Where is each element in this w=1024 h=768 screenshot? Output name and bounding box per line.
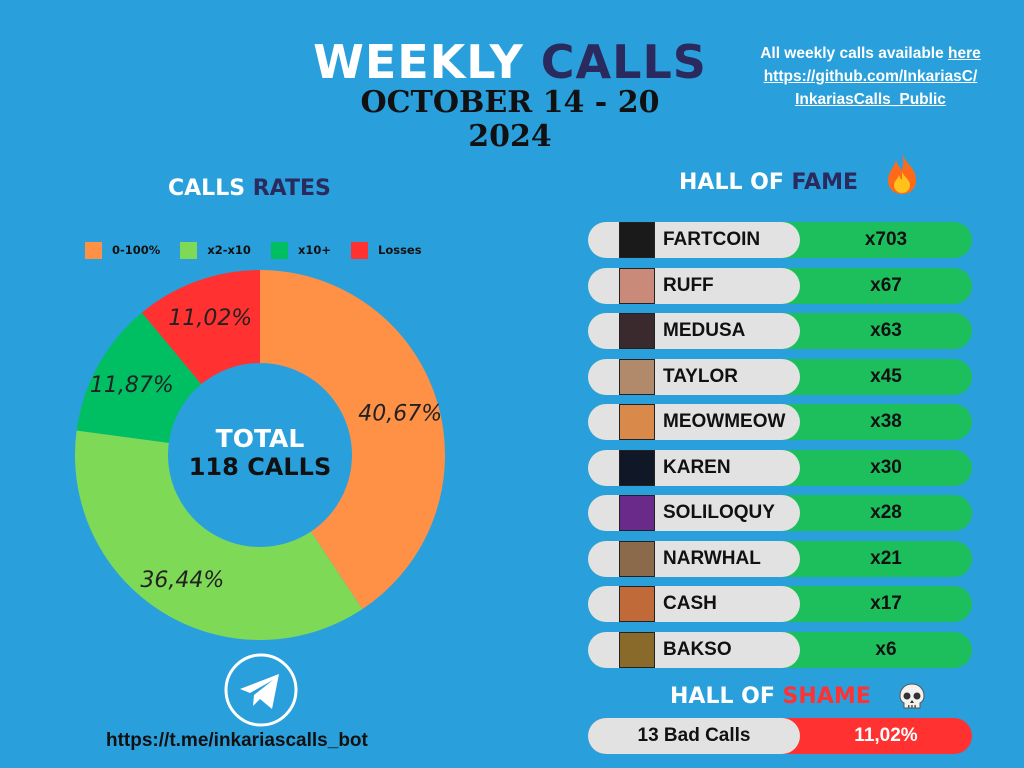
legend-item: x10+	[270, 241, 331, 259]
token-multiplier: x21	[870, 547, 902, 569]
token-avatar	[619, 222, 655, 258]
token-avatar	[619, 404, 655, 440]
token-name: NARWHAL	[663, 547, 761, 569]
legend-swatch	[85, 241, 102, 259]
fame-row: MEOWMEOW x38	[588, 404, 972, 440]
token-avatar	[619, 495, 655, 531]
legend-item: x2-x10	[180, 241, 251, 259]
token-avatar	[619, 358, 655, 395]
fire-icon	[888, 154, 916, 194]
token-multiplier: x67	[870, 274, 902, 296]
date-range: OCTOBER 14 - 20	[360, 85, 660, 120]
legend-label: x10+	[297, 243, 331, 257]
legend-item: 0-100%	[85, 241, 161, 259]
hall-of-shame-title-part2: SHAME	[782, 684, 871, 709]
slice-label: 11,02%	[168, 306, 252, 331]
token-multiplier: x30	[870, 456, 902, 478]
github-note: All weekly calls available here https://…	[728, 42, 1013, 111]
token-name: MEDUSA	[663, 320, 746, 341]
fame-row: KAREN x30	[588, 449, 972, 486]
token-avatar	[619, 449, 655, 486]
slice-label: 36,44%	[140, 568, 224, 593]
token-multiplier: x45	[870, 365, 902, 387]
token-name: FARTCOIN	[663, 229, 761, 250]
slice-label: 40,67%	[358, 402, 442, 427]
legend-label: Losses	[378, 243, 422, 257]
date-year: 2024	[468, 119, 552, 154]
fame-row: TAYLOR x45	[588, 358, 972, 395]
token-name: TAYLOR	[663, 365, 738, 387]
fame-row: FARTCOIN x703	[588, 222, 972, 258]
github-url-line2[interactable]: InkariasCalls_Public	[795, 91, 946, 108]
token-avatar	[619, 586, 655, 622]
token-name: MEOWMEOW	[663, 411, 786, 432]
donut-center-label-bottom: 118 CALLS	[189, 453, 332, 481]
donut-slice	[141, 270, 260, 385]
hall-of-shame-title: HALL OF SHAME	[670, 684, 871, 709]
token-avatar	[619, 313, 655, 349]
token-name: CASH	[663, 593, 717, 614]
github-url-line1[interactable]: https://github.com/InkariasC/	[763, 68, 978, 85]
calls-rates-title-part2: RATES	[252, 176, 331, 201]
token-multiplier: x28	[870, 502, 902, 523]
token-name: RUFF	[663, 274, 714, 296]
donut-slice	[260, 270, 446, 610]
donut-slice	[76, 312, 202, 443]
slice-label: 11,87%	[90, 373, 174, 398]
calls-rates-title-part1: CALLS	[168, 176, 246, 201]
legend-item: Losses	[351, 241, 422, 259]
chart-legend: 0-100% x2-x10 x10+ Losses	[85, 240, 442, 260]
token-multiplier: x38	[870, 411, 902, 432]
token-name: KAREN	[663, 456, 731, 478]
bad-calls-value: 11,02%	[854, 725, 918, 746]
main-title: WEEKLY CALLS	[250, 36, 770, 88]
legend-swatch	[351, 241, 368, 259]
skull-icon	[899, 683, 925, 709]
github-note-text: All weekly calls available	[760, 45, 944, 62]
legend-swatch	[180, 241, 198, 259]
donut-center-label-top: TOTAL	[216, 424, 305, 453]
fame-row: BAKSO x6	[588, 631, 972, 668]
title-calls: CALLS	[540, 35, 707, 89]
fame-row: CASH x17	[588, 586, 972, 622]
legend-label: 0-100%	[112, 243, 161, 257]
fame-row: NARWHAL x21	[588, 540, 972, 577]
github-here-link[interactable]: here	[948, 45, 981, 62]
hall-of-shame-row: 13 Bad Calls 11,02%	[588, 718, 972, 754]
token-avatar	[619, 631, 655, 668]
token-name: SOLILOQUY	[663, 502, 775, 523]
hall-of-fame-title: HALL OF FAME	[679, 170, 858, 195]
token-name: BAKSO	[663, 638, 732, 660]
hall-of-fame-title-part2: FAME	[791, 170, 858, 195]
legend-swatch	[270, 241, 288, 259]
token-multiplier: x6	[875, 638, 897, 660]
donut-slice	[74, 430, 363, 641]
bad-calls-label: 13 Bad Calls	[637, 725, 751, 746]
token-multiplier: x703	[864, 229, 908, 250]
telegram-icon[interactable]	[223, 652, 299, 728]
token-multiplier: x63	[870, 320, 902, 341]
title-weekly: WEEKLY	[313, 35, 524, 89]
fame-row: MEDUSA x63	[588, 313, 972, 349]
fame-row: SOLILOQUY x28	[588, 495, 972, 531]
hall-of-shame-title-part1: HALL OF	[670, 684, 775, 709]
token-avatar	[619, 267, 655, 304]
token-avatar	[619, 540, 655, 577]
calls-rates-title: CALLS RATES	[168, 176, 331, 201]
fame-row: RUFF x67	[588, 267, 972, 304]
legend-label: x2-x10	[207, 243, 251, 257]
token-multiplier: x17	[870, 593, 902, 614]
hall-of-fame-title-part1: HALL OF	[679, 170, 784, 195]
telegram-link[interactable]: https://t.me/inkariascalls_bot	[106, 730, 368, 751]
